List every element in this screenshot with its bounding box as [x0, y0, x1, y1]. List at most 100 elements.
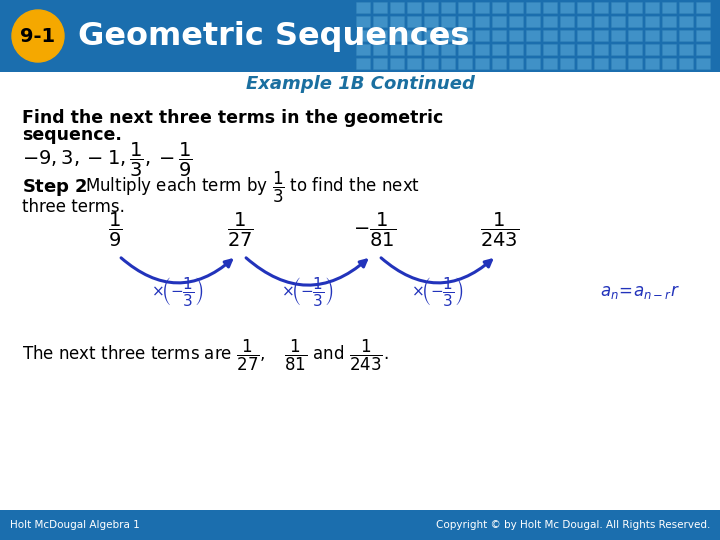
- Text: $\times\!\left(-\dfrac{1}{3}\right)$: $\times\!\left(-\dfrac{1}{3}\right)$: [281, 275, 334, 308]
- Text: $\times\!\left(-\dfrac{1}{3}\right)$: $\times\!\left(-\dfrac{1}{3}\right)$: [411, 275, 464, 308]
- FancyBboxPatch shape: [475, 58, 489, 69]
- FancyBboxPatch shape: [543, 58, 557, 69]
- FancyBboxPatch shape: [390, 44, 404, 55]
- FancyBboxPatch shape: [662, 30, 676, 41]
- FancyBboxPatch shape: [526, 16, 540, 27]
- Text: $-9,3,-1,\dfrac{1}{3},-\dfrac{1}{9}$: $-9,3,-1,\dfrac{1}{3},-\dfrac{1}{9}$: [22, 141, 193, 179]
- FancyBboxPatch shape: [645, 2, 659, 13]
- FancyBboxPatch shape: [492, 30, 506, 41]
- FancyBboxPatch shape: [424, 2, 438, 13]
- FancyBboxPatch shape: [645, 44, 659, 55]
- FancyBboxPatch shape: [509, 30, 523, 41]
- Text: Geometric Sequences: Geometric Sequences: [78, 21, 469, 51]
- FancyBboxPatch shape: [543, 30, 557, 41]
- FancyBboxPatch shape: [526, 2, 540, 13]
- FancyBboxPatch shape: [475, 44, 489, 55]
- FancyBboxPatch shape: [679, 30, 693, 41]
- Text: $\dfrac{1}{27}$: $\dfrac{1}{27}$: [227, 211, 253, 249]
- FancyBboxPatch shape: [356, 44, 370, 55]
- FancyBboxPatch shape: [577, 58, 591, 69]
- FancyBboxPatch shape: [492, 44, 506, 55]
- FancyBboxPatch shape: [390, 58, 404, 69]
- FancyBboxPatch shape: [628, 44, 642, 55]
- FancyBboxPatch shape: [696, 2, 710, 13]
- Text: sequence.: sequence.: [22, 126, 122, 144]
- FancyBboxPatch shape: [560, 2, 574, 13]
- FancyBboxPatch shape: [560, 44, 574, 55]
- FancyBboxPatch shape: [611, 16, 625, 27]
- FancyBboxPatch shape: [696, 30, 710, 41]
- FancyBboxPatch shape: [356, 2, 370, 13]
- FancyBboxPatch shape: [679, 58, 693, 69]
- FancyBboxPatch shape: [594, 30, 608, 41]
- FancyBboxPatch shape: [509, 16, 523, 27]
- FancyBboxPatch shape: [441, 30, 455, 41]
- FancyBboxPatch shape: [373, 2, 387, 13]
- FancyBboxPatch shape: [441, 16, 455, 27]
- FancyBboxPatch shape: [696, 44, 710, 55]
- FancyBboxPatch shape: [628, 2, 642, 13]
- FancyBboxPatch shape: [390, 30, 404, 41]
- FancyBboxPatch shape: [577, 30, 591, 41]
- FancyBboxPatch shape: [356, 30, 370, 41]
- FancyBboxPatch shape: [594, 2, 608, 13]
- FancyBboxPatch shape: [679, 2, 693, 13]
- Text: Find the next three terms in the geometric: Find the next three terms in the geometr…: [22, 109, 444, 127]
- FancyBboxPatch shape: [458, 44, 472, 55]
- Text: Copyright © by Holt Mc Dougal. All Rights Reserved.: Copyright © by Holt Mc Dougal. All Right…: [436, 520, 710, 530]
- FancyBboxPatch shape: [458, 58, 472, 69]
- FancyBboxPatch shape: [611, 2, 625, 13]
- FancyBboxPatch shape: [390, 16, 404, 27]
- FancyBboxPatch shape: [526, 44, 540, 55]
- FancyBboxPatch shape: [475, 2, 489, 13]
- FancyBboxPatch shape: [509, 58, 523, 69]
- FancyBboxPatch shape: [373, 30, 387, 41]
- FancyBboxPatch shape: [594, 16, 608, 27]
- FancyBboxPatch shape: [526, 58, 540, 69]
- FancyBboxPatch shape: [509, 2, 523, 13]
- FancyBboxPatch shape: [424, 30, 438, 41]
- Text: $\dfrac{1}{9}$: $\dfrac{1}{9}$: [108, 211, 122, 249]
- FancyBboxPatch shape: [492, 16, 506, 27]
- Text: $a_n\!=\!a_{n-r}r$: $a_n\!=\!a_{n-r}r$: [600, 283, 680, 301]
- FancyBboxPatch shape: [543, 44, 557, 55]
- FancyBboxPatch shape: [611, 58, 625, 69]
- FancyBboxPatch shape: [509, 44, 523, 55]
- FancyBboxPatch shape: [560, 16, 574, 27]
- FancyBboxPatch shape: [662, 2, 676, 13]
- FancyBboxPatch shape: [662, 58, 676, 69]
- FancyBboxPatch shape: [679, 16, 693, 27]
- FancyBboxPatch shape: [407, 44, 421, 55]
- FancyBboxPatch shape: [0, 510, 720, 540]
- FancyBboxPatch shape: [424, 44, 438, 55]
- FancyBboxPatch shape: [390, 2, 404, 13]
- FancyBboxPatch shape: [645, 58, 659, 69]
- FancyBboxPatch shape: [0, 42, 720, 510]
- FancyBboxPatch shape: [577, 44, 591, 55]
- FancyBboxPatch shape: [543, 2, 557, 13]
- FancyBboxPatch shape: [441, 58, 455, 69]
- Text: $\dfrac{1}{243}$: $\dfrac{1}{243}$: [480, 211, 520, 249]
- FancyBboxPatch shape: [441, 2, 455, 13]
- FancyBboxPatch shape: [611, 30, 625, 41]
- FancyBboxPatch shape: [407, 16, 421, 27]
- FancyBboxPatch shape: [628, 16, 642, 27]
- FancyBboxPatch shape: [594, 44, 608, 55]
- FancyBboxPatch shape: [560, 58, 574, 69]
- FancyBboxPatch shape: [645, 30, 659, 41]
- FancyBboxPatch shape: [356, 16, 370, 27]
- FancyBboxPatch shape: [373, 58, 387, 69]
- Text: Holt McDougal Algebra 1: Holt McDougal Algebra 1: [10, 520, 140, 530]
- Text: $-\dfrac{1}{81}$: $-\dfrac{1}{81}$: [354, 211, 397, 249]
- FancyBboxPatch shape: [441, 44, 455, 55]
- FancyBboxPatch shape: [424, 16, 438, 27]
- FancyBboxPatch shape: [696, 16, 710, 27]
- FancyBboxPatch shape: [526, 30, 540, 41]
- FancyBboxPatch shape: [475, 16, 489, 27]
- FancyBboxPatch shape: [458, 30, 472, 41]
- FancyBboxPatch shape: [424, 58, 438, 69]
- FancyBboxPatch shape: [475, 30, 489, 41]
- FancyBboxPatch shape: [407, 30, 421, 41]
- Text: $\bf{Step\ 2}$: $\bf{Step\ 2}$: [22, 177, 87, 198]
- FancyBboxPatch shape: [628, 58, 642, 69]
